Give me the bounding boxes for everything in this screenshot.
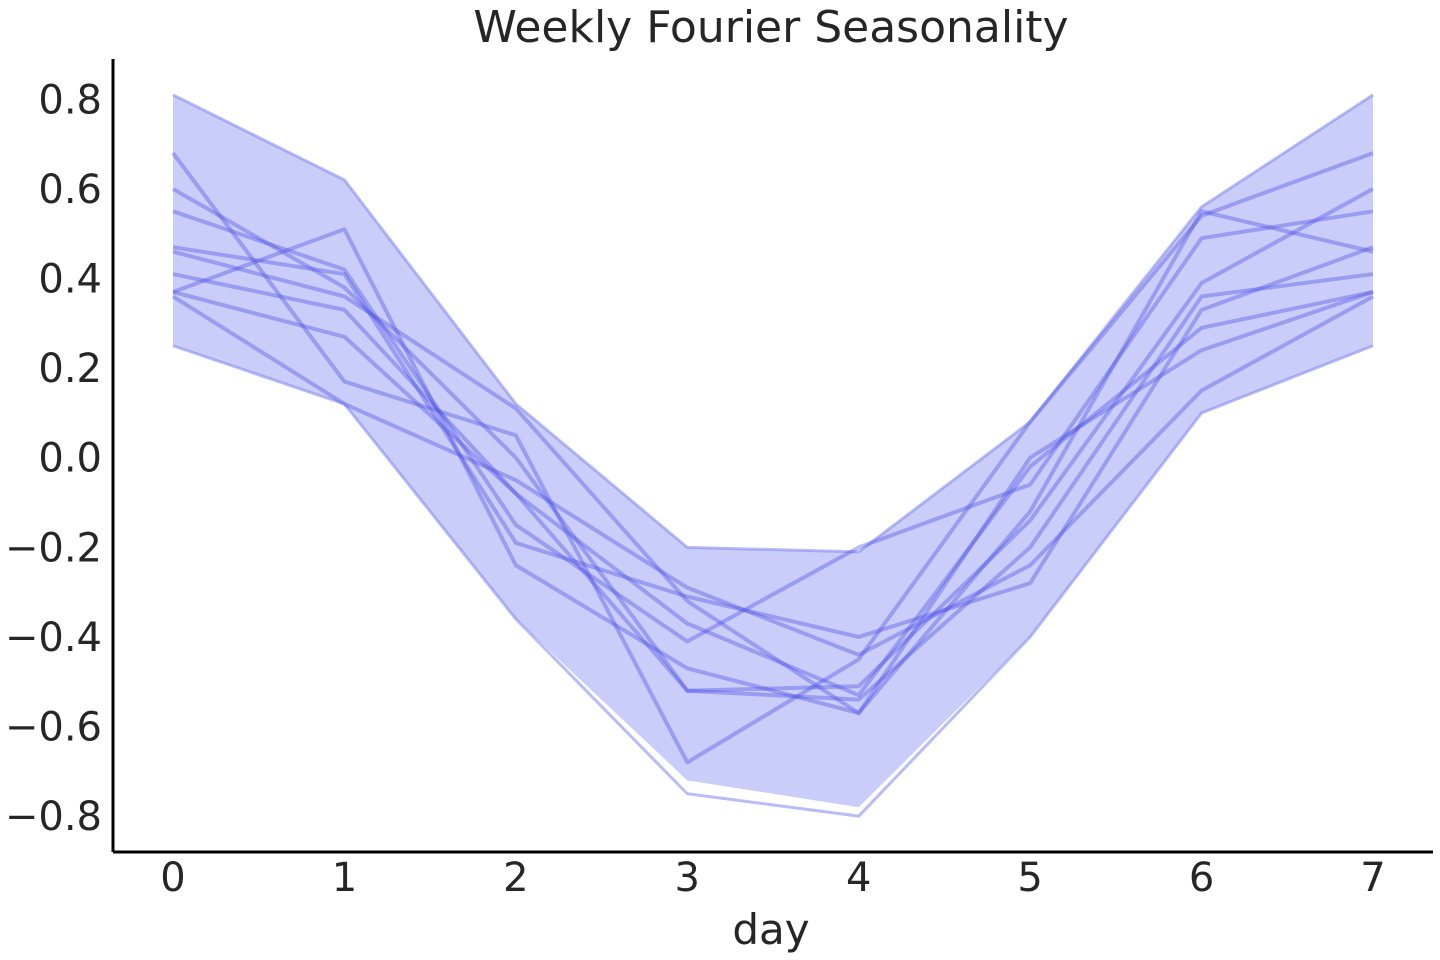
y-tick-label: −0.4	[5, 615, 102, 661]
y-tick-labels: 0.8 0.6 0.4 0.2 0.0 −0.2 −0.4 −0.6 −0.8	[5, 77, 102, 840]
series-line-2	[172, 187, 1374, 693]
series-layer	[171, 151, 1374, 765]
series-line-1	[171, 151, 1374, 765]
x-tick-label: 2	[503, 855, 528, 901]
x-axis-label: day	[732, 905, 809, 954]
series-line-6	[172, 272, 1374, 702]
series-line-5	[172, 209, 1374, 716]
chart-title: Weekly Fourier Seasonality	[473, 2, 1068, 53]
y-tick-label: 0.4	[38, 257, 102, 303]
band-layer	[172, 93, 1374, 818]
x-tick-label: 7	[1360, 855, 1385, 901]
y-tick-label: 0.2	[38, 346, 102, 392]
series-line-4	[172, 245, 1374, 639]
x-tick-label: 0	[160, 855, 185, 901]
y-tick-label: 0.8	[38, 77, 102, 123]
x-tick-label: 4	[846, 855, 871, 901]
y-tick-label: 0.6	[38, 167, 102, 213]
y-tick-label: −0.2	[5, 525, 102, 571]
interval-band	[173, 94, 1373, 808]
y-tick-label: 0.0	[38, 436, 102, 482]
y-tick-label: −0.8	[5, 794, 102, 840]
axes	[111, 59, 1433, 854]
series-line-3	[172, 209, 1374, 644]
x-tick-label: 5	[1017, 855, 1042, 901]
series-line-7	[172, 227, 1374, 716]
x-tick-label: 3	[675, 855, 700, 901]
x-tick-label: 1	[332, 855, 357, 901]
x-tick-labels: 0 1 2 3 4 5 6 7	[160, 855, 1385, 901]
y-tick-label: −0.6	[5, 705, 102, 751]
band-lower-edge	[172, 344, 1374, 818]
x-tick-label: 6	[1189, 855, 1214, 901]
band-upper-edge	[172, 93, 1374, 554]
series-line-9	[172, 290, 1374, 698]
plot-area	[171, 93, 1374, 818]
series-line-8	[171, 294, 1374, 657]
